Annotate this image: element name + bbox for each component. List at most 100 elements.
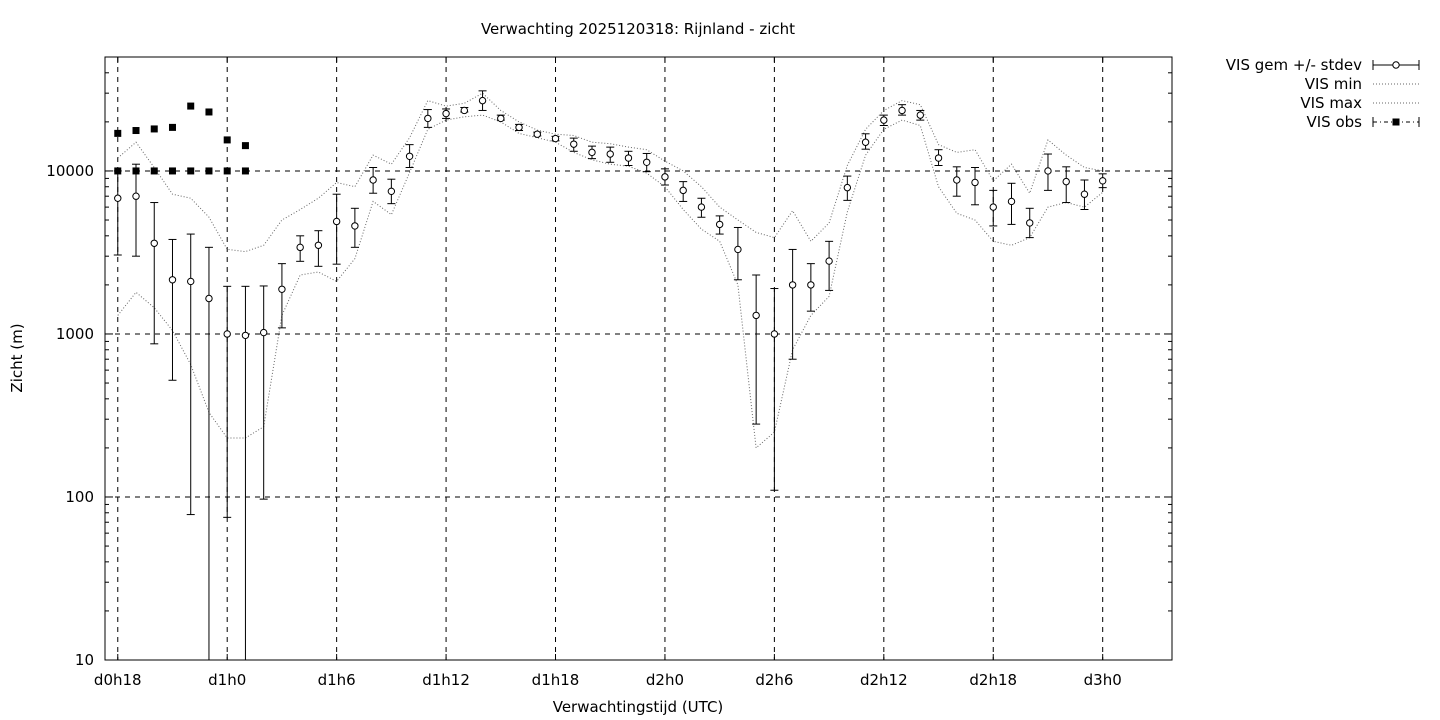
errorbar-point <box>1080 179 1089 211</box>
x-tick-label: d1h6 <box>318 671 356 689</box>
mean-marker <box>497 114 505 123</box>
mean-marker <box>1080 190 1089 198</box>
errorbar-point <box>569 137 578 152</box>
obs-marker <box>187 167 195 175</box>
errorbar-point <box>624 150 633 166</box>
mean-marker <box>953 176 961 184</box>
x-tick-label: d1h18 <box>532 671 580 689</box>
obs-marker <box>168 167 176 175</box>
legend-entry: VIS gem +/- stdev <box>1226 56 1420 74</box>
errorbar-point <box>770 288 779 491</box>
obs-marker <box>114 129 122 137</box>
errorbar-point <box>697 197 706 218</box>
mean-marker <box>1098 177 1107 185</box>
errorbar-point <box>332 193 341 265</box>
mean-marker <box>551 134 560 143</box>
errorbar-point <box>423 109 432 128</box>
y-tick-label: 10 <box>75 651 94 669</box>
errorbar-point <box>843 175 852 201</box>
obs-marker <box>205 108 213 116</box>
errorbar-point <box>679 181 688 202</box>
legend-marker <box>1392 118 1400 126</box>
mean-marker <box>1007 197 1016 206</box>
errorbar-point <box>223 285 232 518</box>
legend-label: VIS obs <box>1307 113 1363 131</box>
errorbar-point <box>387 178 396 205</box>
mean-marker <box>715 220 724 229</box>
mean-marker <box>807 281 815 289</box>
mean-marker <box>478 96 487 105</box>
mean-marker <box>825 257 833 265</box>
mean-marker <box>843 183 852 192</box>
mean-marker <box>934 154 943 162</box>
errorbar-point <box>186 233 195 516</box>
obs-marker <box>150 125 158 133</box>
mean-marker <box>661 173 669 181</box>
mean-marker <box>752 311 760 320</box>
obs-marker <box>241 142 249 150</box>
errorbar-point <box>442 108 451 119</box>
y-tick-label: 10000 <box>46 162 94 180</box>
mean-marker <box>369 176 377 184</box>
plot-border <box>104 56 1173 661</box>
mean-marker <box>187 277 195 286</box>
x-tick-label: d0h18 <box>94 671 142 689</box>
error-bars <box>113 90 1107 660</box>
chart-title: Verwachting 2025120318: Rijnland - zicht <box>481 20 795 38</box>
obs-marker <box>223 167 231 175</box>
errorbar-point <box>587 145 596 160</box>
legend-label: VIS min <box>1305 75 1362 93</box>
errorbar-point <box>496 114 505 123</box>
mean-marker <box>442 109 450 118</box>
mean-marker <box>1044 167 1052 175</box>
mean-marker <box>734 245 742 254</box>
obs-marker <box>223 136 231 144</box>
x-tick-label: d2h6 <box>755 671 793 689</box>
mean-marker <box>332 217 341 226</box>
obs-marker <box>132 167 140 175</box>
legend-label: VIS max <box>1300 94 1362 112</box>
mean-marker <box>606 150 614 158</box>
mean-marker <box>788 281 797 289</box>
legend-entry: VIS max <box>1300 94 1419 112</box>
x-axis-label: Verwachtingstijd (UTC) <box>553 698 724 716</box>
errorbar-point <box>277 263 286 329</box>
errorbar-point <box>1062 166 1071 204</box>
mean-marker <box>114 194 122 202</box>
errorbar-point <box>952 166 961 197</box>
y-axis-label: Zicht (m) <box>8 323 26 392</box>
mean-marker <box>588 148 596 157</box>
mean-marker <box>424 114 432 123</box>
errorbar-point <box>478 90 487 111</box>
x-tick-label: d1h12 <box>422 671 470 689</box>
errorbar-point <box>241 285 250 660</box>
vis-min-line <box>117 114 1104 449</box>
mean-marker <box>132 192 140 200</box>
errorbar-point <box>606 146 615 163</box>
y-tick-label: 100 <box>65 488 94 506</box>
mean-marker <box>314 241 323 249</box>
errorbar-point <box>132 163 141 257</box>
errorbar-point <box>879 114 888 127</box>
obs-marker <box>114 167 122 175</box>
mean-marker <box>241 331 250 340</box>
errorbar-point <box>1007 182 1016 225</box>
mean-marker <box>296 243 304 252</box>
errorbar-point <box>113 170 122 256</box>
errorbar-point <box>642 152 651 173</box>
x-tick-label: d3h0 <box>1084 671 1122 689</box>
min-max-lines <box>117 92 1104 449</box>
errorbar-point <box>861 133 870 150</box>
obs-marker <box>187 102 195 110</box>
errorbar-point <box>150 202 159 345</box>
errorbar-point <box>168 238 177 381</box>
errorbar-point <box>989 189 998 227</box>
mean-marker <box>624 154 633 162</box>
vis-max-line <box>117 92 1103 253</box>
errorbar-point <box>369 166 378 194</box>
mean-marker <box>1026 219 1034 227</box>
mean-marker <box>150 239 158 247</box>
obs-marker <box>150 167 158 175</box>
